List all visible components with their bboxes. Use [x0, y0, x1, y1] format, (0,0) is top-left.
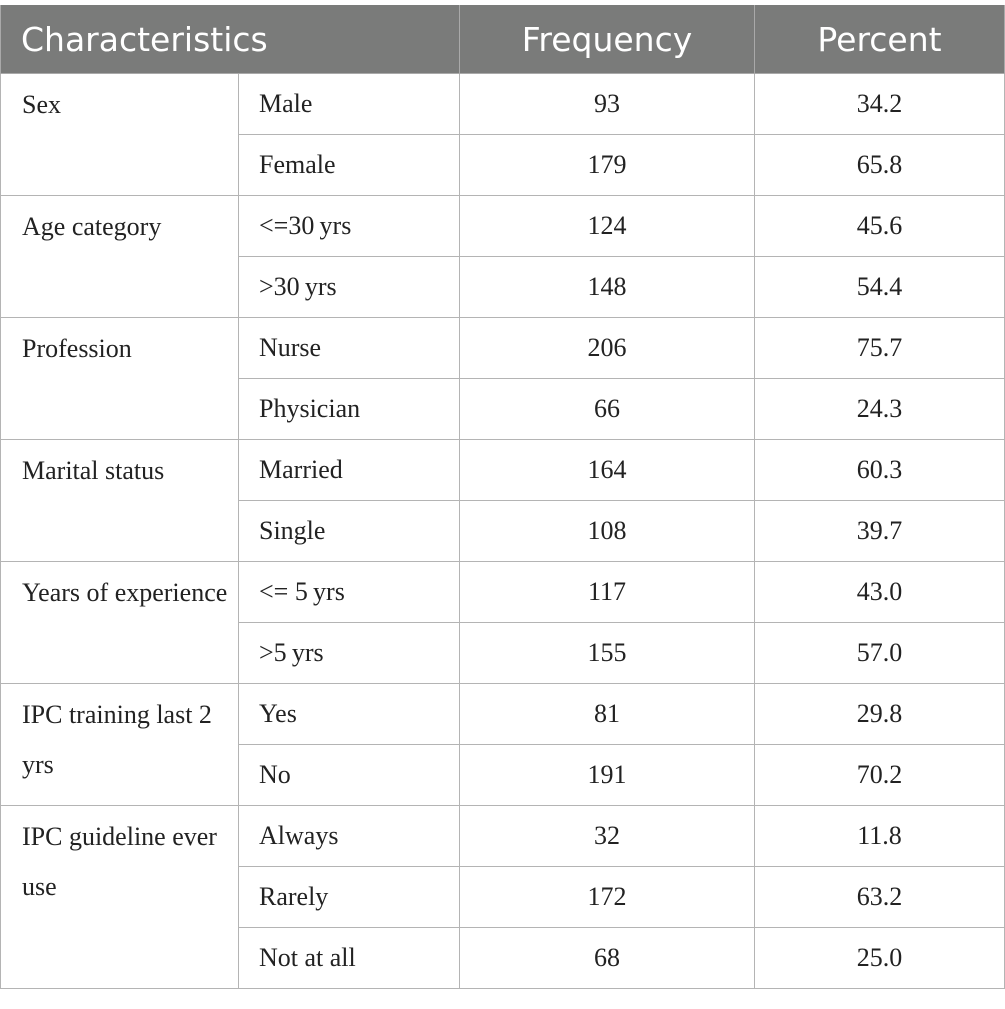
subcategory-cell: Rarely — [237, 866, 461, 928]
percent-cell: 25.0 — [754, 927, 1005, 989]
table-row: Age category <=30 yrs 124 45.6 — [0, 195, 1005, 318]
header-percent: Percent — [754, 5, 1005, 74]
category-cell: Marital status — [0, 439, 239, 562]
category-cell: IPC training last 2 yrs — [0, 683, 239, 806]
frequency-cell: 179 — [459, 134, 756, 196]
percent-cell: 11.8 — [754, 805, 1005, 867]
frequency-cell: 108 — [459, 500, 756, 562]
subcategory-cell: Always — [237, 805, 461, 867]
table-row: >5 yrs 155 57.0 — [1, 622, 1005, 684]
percent-cell: 65.8 — [754, 134, 1005, 196]
subcategory-cell: >30 yrs — [237, 256, 461, 318]
frequency-cell: 206 — [459, 317, 756, 379]
percent-cell: 63.2 — [754, 866, 1005, 928]
frequency-cell: 93 — [459, 73, 756, 135]
subcategory-cell: Female — [237, 134, 461, 196]
percent-cell: 39.7 — [754, 500, 1005, 562]
frequency-cell: 164 — [459, 439, 756, 501]
subcategory-cell: >5 yrs — [237, 622, 461, 684]
subcategory-cell: <=30 yrs — [237, 195, 461, 257]
characteristics-table: Characteristics Frequency Percent Sex Ma… — [0, 5, 1005, 989]
frequency-cell: 66 — [459, 378, 756, 440]
frequency-cell: 191 — [459, 744, 756, 806]
percent-cell: 70.2 — [754, 744, 1005, 806]
subcategory-cell: Nurse — [237, 317, 461, 379]
category-cell: Profession — [0, 317, 239, 440]
frequency-cell: 32 — [459, 805, 756, 867]
table-row: Profession Nurse 206 75.7 — [0, 317, 1005, 440]
percent-cell: 24.3 — [754, 378, 1005, 440]
percent-cell: 43.0 — [754, 561, 1005, 623]
table-header: Characteristics Frequency Percent — [0, 5, 1005, 74]
subcategory-cell: No — [237, 744, 461, 806]
subcategory-cell: Not at all — [237, 927, 461, 989]
percent-cell: 29.8 — [754, 683, 1005, 745]
table-row: Rarely 172 63.2 — [1, 866, 1005, 928]
subcategory-cell: <= 5 yrs — [237, 561, 461, 623]
header-frequency: Frequency — [459, 5, 756, 74]
subcategory-cell: Single — [237, 500, 461, 562]
frequency-cell: 117 — [459, 561, 756, 623]
table-row: Years of experience <= 5 yrs 117 43.0 — [0, 561, 1005, 684]
header-characteristics: Characteristics — [0, 5, 461, 74]
percent-cell: 60.3 — [754, 439, 1005, 501]
percent-cell: 45.6 — [754, 195, 1005, 257]
table-row: Sex Male 93 34.2 — [0, 73, 1005, 196]
subcategory-cell: Married — [237, 439, 461, 501]
percent-cell: 75.7 — [754, 317, 1005, 379]
frequency-cell: 68 — [459, 927, 756, 989]
table-row: Physician 66 24.3 — [1, 378, 1005, 440]
category-cell: Sex — [0, 73, 239, 196]
category-cell: IPC guideline ever use — [0, 805, 239, 989]
subcategory-cell: Yes — [237, 683, 461, 745]
table-row: IPC training last 2 yrs Yes 81 29.8 — [0, 683, 1005, 806]
subcategory-cell: Physician — [237, 378, 461, 440]
table-row: No 191 70.2 — [1, 744, 1005, 806]
header-row: Characteristics Frequency Percent — [0, 5, 1005, 74]
category-cell: Years of experience — [0, 561, 239, 684]
frequency-cell: 155 — [459, 622, 756, 684]
percent-cell: 54.4 — [754, 256, 1005, 318]
table-row: Female 179 65.8 — [1, 134, 1005, 196]
percent-cell: 34.2 — [754, 73, 1005, 135]
table-body: Sex Male 93 34.2 Female 179 65.8 Age cat… — [0, 73, 1005, 989]
category-cell: Age category — [0, 195, 239, 318]
table-row: Marital status Married 164 60.3 — [0, 439, 1005, 562]
subcategory-cell: Male — [237, 73, 461, 135]
frequency-cell: 81 — [459, 683, 756, 745]
frequency-cell: 148 — [459, 256, 756, 318]
frequency-cell: 124 — [459, 195, 756, 257]
percent-cell: 57.0 — [754, 622, 1005, 684]
table-row: Not at all 68 25.0 — [1, 927, 1005, 989]
table-row: IPC guideline ever use Always 32 11.8 — [0, 805, 1005, 989]
table-row: Single 108 39.7 — [1, 500, 1005, 562]
frequency-cell: 172 — [459, 866, 756, 928]
